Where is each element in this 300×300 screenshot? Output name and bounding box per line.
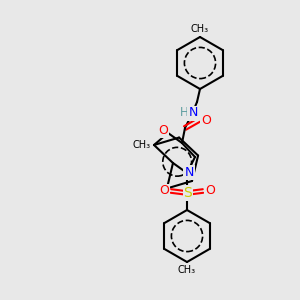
Text: N: N xyxy=(188,106,198,119)
Text: O: O xyxy=(205,184,215,197)
Text: S: S xyxy=(184,186,192,200)
Text: O: O xyxy=(201,113,211,127)
Text: O: O xyxy=(159,184,169,197)
Text: O: O xyxy=(158,124,168,136)
Text: CH₃: CH₃ xyxy=(191,24,209,34)
Text: CH₃: CH₃ xyxy=(133,140,151,150)
Text: H: H xyxy=(180,106,188,118)
Text: N: N xyxy=(184,166,194,178)
Text: CH₃: CH₃ xyxy=(178,265,196,275)
